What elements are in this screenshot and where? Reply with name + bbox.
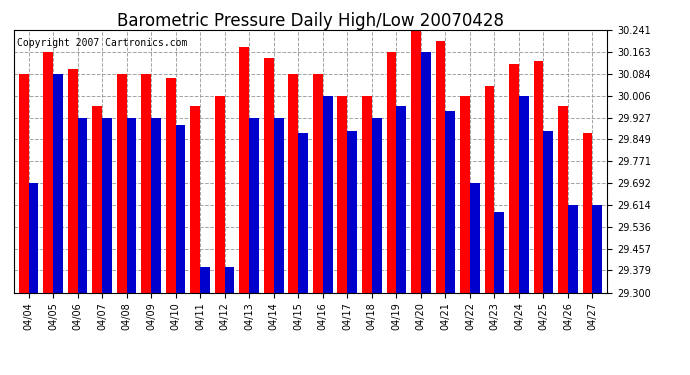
Bar — [519, 96, 529, 292]
Bar — [533, 61, 544, 292]
Bar — [141, 74, 151, 292]
Bar — [215, 96, 225, 292]
Bar — [445, 111, 455, 292]
Bar — [495, 211, 504, 292]
Bar — [102, 118, 112, 292]
Bar — [166, 78, 176, 292]
Bar — [288, 74, 298, 292]
Bar — [337, 96, 347, 292]
Title: Barometric Pressure Daily High/Low 20070428: Barometric Pressure Daily High/Low 20070… — [117, 12, 504, 30]
Bar — [323, 96, 333, 292]
Bar — [249, 118, 259, 292]
Bar — [544, 131, 553, 292]
Bar — [558, 106, 568, 292]
Bar — [298, 134, 308, 292]
Bar — [582, 134, 593, 292]
Bar — [92, 106, 102, 292]
Bar — [509, 64, 519, 292]
Bar — [593, 205, 602, 292]
Bar — [43, 52, 53, 292]
Bar — [411, 30, 421, 292]
Bar — [151, 118, 161, 292]
Bar — [396, 106, 406, 292]
Bar — [176, 125, 186, 292]
Bar — [421, 52, 431, 292]
Bar — [264, 58, 274, 292]
Text: Copyright 2007 Cartronics.com: Copyright 2007 Cartronics.com — [17, 38, 187, 48]
Bar — [225, 267, 235, 292]
Bar — [126, 118, 137, 292]
Bar — [274, 118, 284, 292]
Bar — [117, 74, 126, 292]
Bar — [68, 69, 77, 292]
Bar — [460, 96, 470, 292]
Bar — [470, 183, 480, 292]
Bar — [568, 205, 578, 292]
Bar — [190, 106, 200, 292]
Bar — [77, 118, 88, 292]
Bar — [19, 74, 28, 292]
Bar — [386, 52, 396, 292]
Bar — [200, 267, 210, 292]
Bar — [484, 86, 495, 292]
Bar — [362, 96, 372, 292]
Bar — [372, 118, 382, 292]
Bar — [435, 41, 445, 292]
Bar — [313, 74, 323, 292]
Bar — [239, 47, 249, 292]
Bar — [53, 74, 63, 292]
Bar — [347, 131, 357, 292]
Bar — [28, 183, 39, 292]
